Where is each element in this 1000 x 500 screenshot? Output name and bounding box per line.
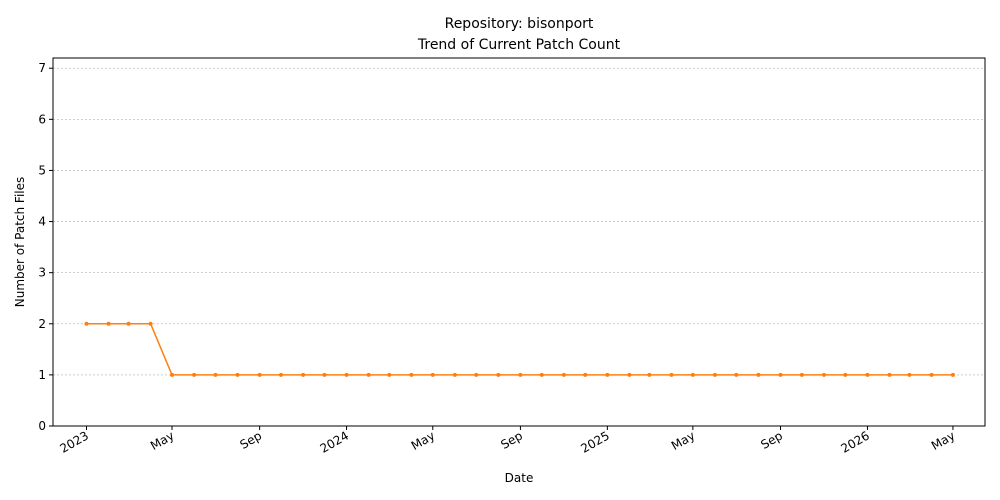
data-point [843,372,848,377]
y-axis-label: Number of Patch Files [13,177,27,308]
y-tick-label: 0 [38,419,46,433]
data-point [322,372,327,377]
data-point [192,372,197,377]
y-tick-label: 4 [38,215,46,229]
data-point [452,372,457,377]
data-point [474,372,479,377]
y-tick-label: 7 [38,61,46,75]
data-point [778,372,783,377]
data-point [84,321,89,326]
series-line [86,323,953,376]
data-point [734,372,739,377]
chart-title: Repository: bisonport [445,16,594,32]
data-point [301,372,306,377]
data-point [106,321,111,326]
data-point [409,372,414,377]
data-point [647,372,652,377]
data-point [279,372,284,377]
y-tick-label: 2 [38,317,46,331]
data-point [712,372,717,377]
data-point [496,372,501,377]
data-point [148,321,153,326]
data-point [583,372,588,377]
grid-lines [53,67,985,376]
x-tick-label: May [929,428,957,453]
x-tick-label: Sep [758,428,785,451]
data-point [257,372,262,377]
x-tick-label: Sep [498,428,525,451]
x-tick-label: May [148,428,176,453]
x-tick-label: Sep [238,428,265,451]
data-point [169,372,174,377]
data-point [387,372,392,377]
data-point [126,321,131,326]
data-point [561,372,566,377]
series-group [84,321,955,377]
data-point [907,372,912,377]
x-tick-label: 2024 [318,428,351,455]
data-point [627,372,632,377]
data-point [756,372,761,377]
data-point [366,372,371,377]
x-axis-label: Date [505,471,534,485]
data-point [213,372,218,377]
data-point [799,372,804,377]
data-point [887,372,892,377]
y-tick-label: 1 [38,368,46,382]
data-point [344,372,349,377]
x-tick-label: May [409,428,437,453]
data-point [950,372,955,377]
plot-area-frame [52,57,986,427]
data-point [518,372,523,377]
x-tick-label: 2026 [838,428,871,455]
y-tick-label: 5 [38,163,46,177]
data-point [669,372,674,377]
y-axis: 0 1 2 3 4 5 6 7 [38,61,53,433]
data-point [605,372,610,377]
data-point [539,372,544,377]
data-point [235,372,240,377]
x-tick-label: 2023 [58,428,91,455]
data-point [690,372,695,377]
chart-subtitle: Trend of Current Patch Count [417,37,621,53]
x-tick-label: 2025 [578,428,611,455]
x-tick-label: May [669,428,697,453]
data-point [865,372,870,377]
y-tick-label: 3 [38,266,46,280]
data-point [821,372,826,377]
data-point [929,372,934,377]
y-tick-label: 6 [38,112,46,126]
x-axis: 2023 May Sep 2024 May Sep 2025 May Sep 2026 May [58,426,957,456]
data-point [430,372,435,377]
